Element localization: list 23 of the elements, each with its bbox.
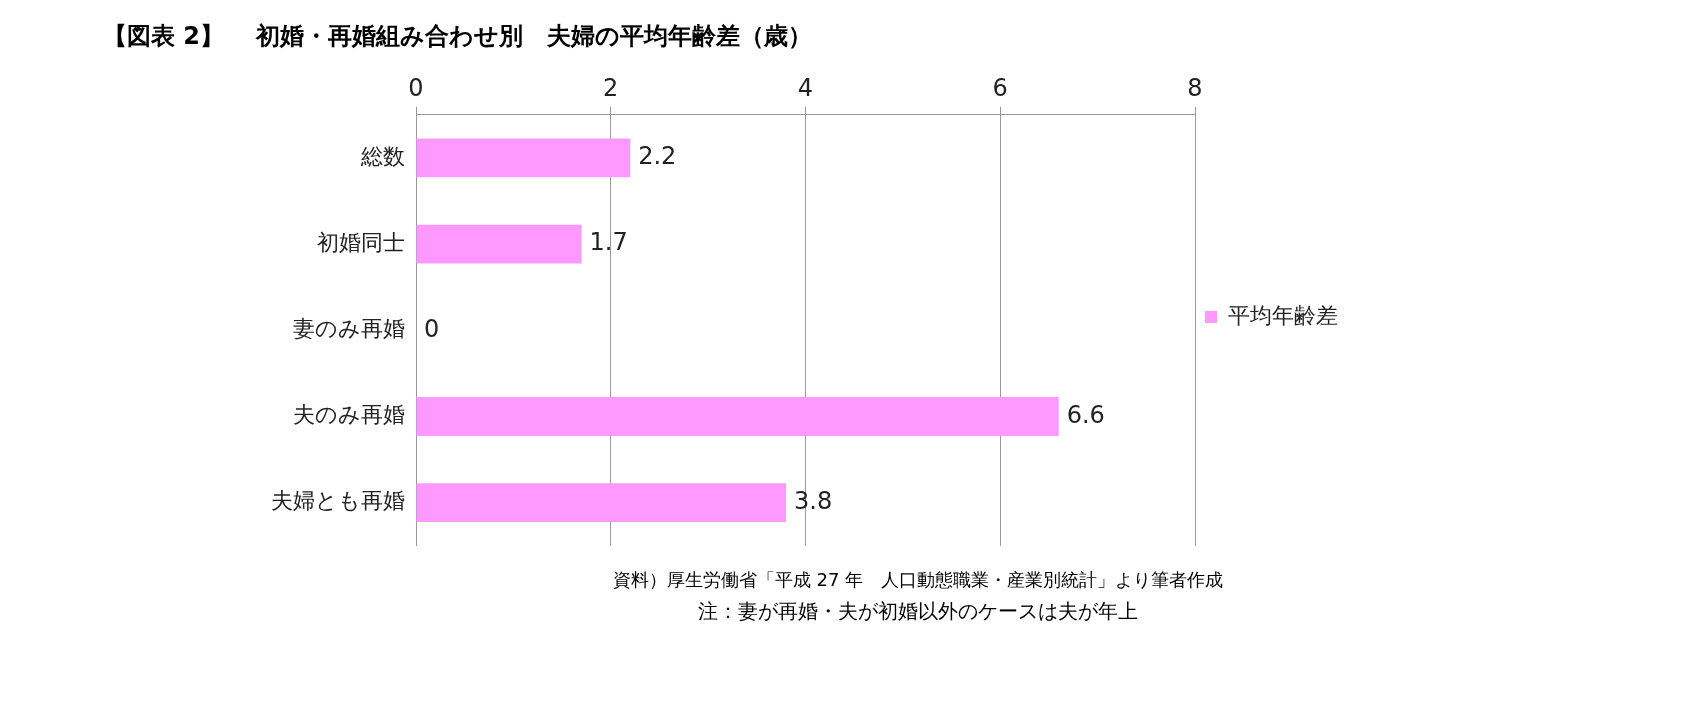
text: 資料）厚生労働省「平成 27 年 人口動態職業・産業別統計」より筆者作成: [611, 568, 1225, 592]
y-tick-label: 総数: [360, 143, 405, 169]
x-tick-label: 6: [992, 73, 1008, 102]
bar: [416, 483, 787, 523]
text: 注：妻が再婚・夫が初婚以外のケースは夫が年上: [697, 598, 1139, 625]
data-label: 6.6: [1066, 400, 1105, 429]
x-tick-label: 8: [1187, 73, 1203, 102]
bar: [416, 224, 582, 264]
data-label: 0: [424, 314, 440, 343]
chart-title: 【図表 2】 初婚・再婚組み合わせ別 夫婦の平均年齢差（歳）: [103, 21, 814, 52]
y-tick-label: 妻のみ再婚: [293, 316, 405, 342]
bar: [416, 138, 631, 178]
x-tick-label: 0: [408, 73, 424, 102]
y-tick-label: 夫のみ再婚: [293, 402, 405, 428]
data-label: 3.8: [794, 486, 833, 515]
data-label: 1.7: [589, 228, 628, 257]
y-tick-label: 初婚同士: [317, 229, 405, 255]
x-tick-label: 4: [797, 73, 814, 102]
bar: [416, 397, 1059, 436]
y-tick-label: 夫婦とも再婚: [271, 488, 405, 514]
legend-label: 平均年齢差: [1228, 302, 1338, 328]
x-tick-label: 2: [603, 73, 619, 102]
data-label: 2.2: [638, 142, 677, 171]
